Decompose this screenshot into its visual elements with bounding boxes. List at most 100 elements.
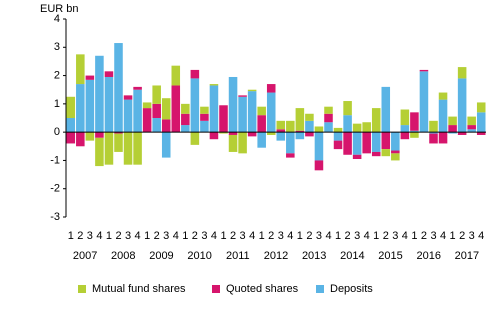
bar-segment <box>295 132 305 140</box>
year-label: 2017 <box>455 250 479 262</box>
bar-segment <box>276 129 286 133</box>
bar-segment <box>257 106 266 116</box>
bar-segment <box>181 103 190 114</box>
bar-segment <box>181 113 190 126</box>
bar-segment <box>381 86 391 133</box>
x-tick-label: 4 <box>173 230 179 242</box>
bar-segment <box>228 132 238 135</box>
bar-segment <box>362 122 371 133</box>
year-label: 2011 <box>226 250 250 262</box>
bar-segment <box>66 118 76 133</box>
bar-segment <box>114 132 123 134</box>
x-tick-label: 4 <box>478 230 484 242</box>
x-tick-label: 1 <box>68 230 74 242</box>
legend-swatch <box>78 285 86 293</box>
y-tick-label: -1 <box>50 154 60 166</box>
bar-segment <box>266 84 276 93</box>
x-tick-label: 2 <box>306 230 312 242</box>
bar-segment <box>209 84 219 86</box>
y-tick-label: -2 <box>50 183 60 195</box>
x-tick-label: 1 <box>106 230 112 242</box>
bar-segment <box>400 132 410 140</box>
bar-segment <box>200 120 209 133</box>
x-tick-label: 3 <box>392 230 398 242</box>
x-tick-label: 1 <box>144 230 150 242</box>
bar-segment <box>467 129 476 133</box>
bar-segment <box>266 92 276 133</box>
bar-segment <box>95 55 104 133</box>
bar-segment <box>352 132 362 155</box>
x-tick-label: 1 <box>182 230 188 242</box>
x-tick-label: 2 <box>154 230 160 242</box>
bar-segment <box>305 113 314 121</box>
bar-segment <box>76 84 85 133</box>
bar-segment <box>438 92 448 100</box>
bar-segment <box>257 115 266 133</box>
bar-segment <box>419 69 429 72</box>
bar-segment <box>142 102 152 109</box>
year-label: 2013 <box>302 250 326 262</box>
bar-segment <box>95 137 104 167</box>
bar-segment <box>391 150 400 154</box>
bar-segment <box>419 71 429 133</box>
bar-segment <box>219 105 228 133</box>
bar-segment <box>314 160 324 171</box>
bar-segment <box>276 132 286 141</box>
bar-segment <box>257 132 266 148</box>
bar-segment <box>343 132 352 155</box>
bar-segment <box>114 133 123 152</box>
bar-segment <box>448 125 457 133</box>
bar-segment <box>85 132 95 141</box>
bar-segment <box>467 116 476 126</box>
bar-segment <box>295 130 305 133</box>
bar-segment <box>142 108 152 133</box>
year-label: 2014 <box>340 250 364 262</box>
x-tick-label: 4 <box>211 230 217 242</box>
bar-segment <box>391 132 400 151</box>
x-tick-label: 2 <box>383 230 389 242</box>
year-label: 2016 <box>416 250 440 262</box>
x-tick-label: 2 <box>192 230 198 242</box>
bar-segment <box>133 86 142 90</box>
bar-segment <box>104 132 114 165</box>
bar-segment <box>352 154 362 160</box>
bar-segment <box>238 132 247 154</box>
bar-segment <box>238 95 247 97</box>
x-tick-label: 2 <box>459 230 465 242</box>
bar-segment <box>381 132 391 150</box>
bar-segment <box>171 85 181 133</box>
bar-segment <box>410 130 419 133</box>
bar-segment <box>457 67 467 79</box>
bar-segment <box>448 132 457 134</box>
x-tick-label: 3 <box>125 230 131 242</box>
bar-segment <box>66 96 76 118</box>
x-tick-label: 1 <box>335 230 341 242</box>
bar-segment <box>85 75 95 80</box>
x-tick-label: 4 <box>364 230 370 242</box>
x-tick-label: 1 <box>373 230 379 242</box>
bar-segment <box>181 125 190 133</box>
bar-segment <box>457 132 467 135</box>
legend-label: Mutual fund shares <box>92 283 186 295</box>
bar-segment <box>286 132 295 154</box>
year-label: 2008 <box>111 250 135 262</box>
bar-segment <box>333 132 343 141</box>
bar-segment <box>190 132 200 145</box>
bar-segment <box>190 69 200 79</box>
bar-segment <box>371 132 381 152</box>
bar-segment <box>429 133 438 144</box>
bar-segment <box>152 118 161 133</box>
bar-segment <box>133 132 142 165</box>
bar-segment <box>410 132 419 138</box>
x-tick-label: 4 <box>325 230 331 242</box>
x-tick-label: 4 <box>249 230 255 242</box>
bar-segment <box>114 43 123 133</box>
bar-segment <box>123 95 133 100</box>
bar-segment <box>76 132 85 147</box>
bar-segment <box>324 106 333 114</box>
bar-segment <box>123 99 133 133</box>
bar-segment <box>123 132 133 165</box>
y-tick-label: 4 <box>54 13 60 25</box>
x-tick-label: 1 <box>297 230 303 242</box>
legend-swatch <box>212 285 220 293</box>
